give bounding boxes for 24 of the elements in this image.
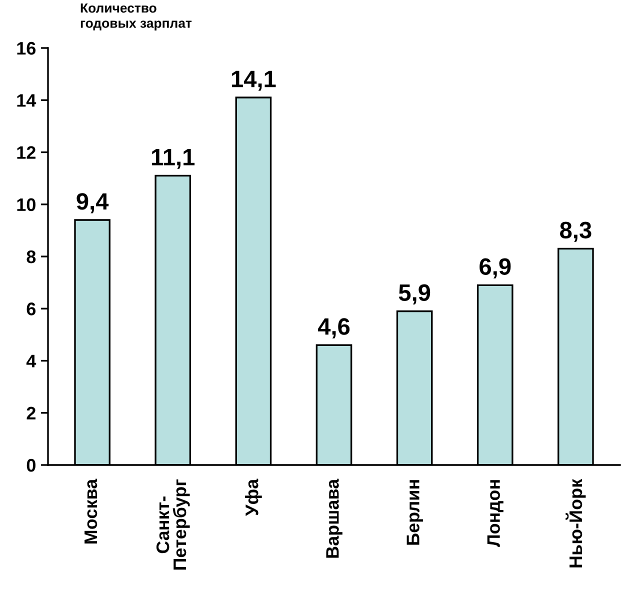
y-axis-title: Количество годовых зарплат: [80, 3, 192, 30]
y-tick-label: 6: [26, 302, 36, 316]
y-tick-label: 14: [17, 94, 36, 107]
x-tick-label: Лондон: [487, 480, 504, 547]
x-tick-label: Санкт- Петербург: [156, 479, 190, 570]
x-tick-label: Уфа: [245, 478, 262, 516]
y-tick-label: 12: [17, 146, 36, 159]
x-tick-label: Берлин: [406, 480, 423, 545]
data-label: 5,9: [398, 284, 430, 304]
y-tick-label: 2: [26, 406, 36, 420]
data-label: 9,4: [76, 193, 109, 214]
data-label: 4,6: [318, 318, 350, 338]
y-tick-label: 16: [17, 42, 36, 55]
x-tick-label: Варшава: [326, 478, 342, 558]
data-label: 6,9: [480, 258, 511, 278]
y-tick-label: 8: [26, 250, 36, 264]
y-tick-label: 0: [26, 458, 36, 472]
x-tick-label: Москва: [84, 478, 98, 544]
y-tick-label: 4: [26, 354, 36, 368]
data-label: 8,3: [560, 222, 592, 242]
data-label: 11,1: [152, 149, 195, 169]
y-tick-label: 10: [17, 198, 36, 212]
x-tick-label: Нью-Йорк: [566, 478, 586, 568]
data-label: 14,1: [232, 70, 276, 91]
